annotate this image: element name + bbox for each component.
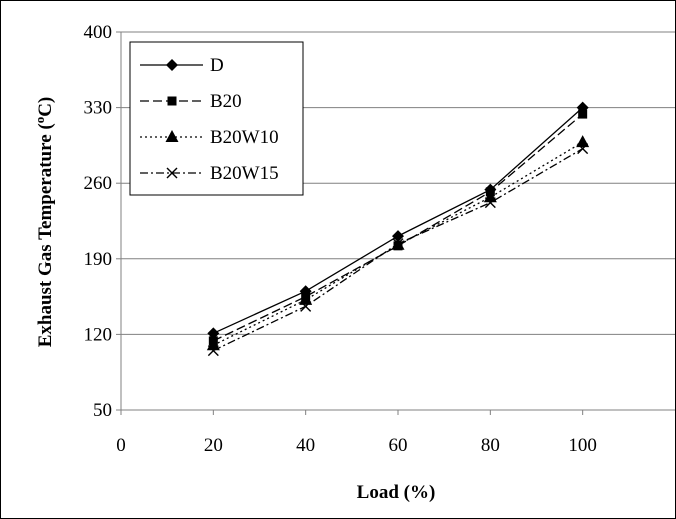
y-tick-label: 120 <box>84 324 113 345</box>
y-axis-title-tail: C) <box>35 97 56 117</box>
x-tick-label: 60 <box>389 435 408 456</box>
data-point-b20 <box>578 109 588 119</box>
legend-item-b20: B20 <box>140 91 242 112</box>
legend-box <box>129 41 304 196</box>
y-axis-title: Exhaust Gas Temperature (oC) <box>32 97 56 348</box>
x-tick-label: 100 <box>568 435 597 456</box>
series-line-b20 <box>213 113 584 342</box>
x-axis-title: Load (%) <box>357 482 436 503</box>
y-axis-title-main: Exhaust Gas Temperature ( <box>35 123 56 347</box>
data-point-b20w10 <box>299 292 313 305</box>
legend-marker-d <box>166 59 178 71</box>
axis-ticks: 50 120 190 260 330 400 0 20 40 60 80 100 <box>84 22 597 456</box>
y-axis-title-superscript: o <box>32 117 47 124</box>
data-point-b20w15 <box>392 238 404 250</box>
series-b20w15 <box>207 143 589 357</box>
legend-item-d: D <box>140 55 224 76</box>
data-point-b20w15 <box>484 197 496 209</box>
data-series <box>206 101 590 357</box>
data-point-d <box>392 230 404 243</box>
data-point-d <box>207 327 220 340</box>
x-tick-label: 0 <box>116 435 126 456</box>
x-tick-label: 40 <box>296 435 315 456</box>
x-tick-label: 20 <box>204 435 223 456</box>
data-point-b20w15 <box>207 345 219 357</box>
y-tick-label: 190 <box>84 249 113 270</box>
data-point-b20w15 <box>300 300 312 312</box>
legend-label-b20w10: B20W10 <box>210 127 279 148</box>
legend-item-b20w15: B20W15 <box>140 163 279 184</box>
legend-marker-b20 <box>167 96 177 106</box>
y-tick-label: 50 <box>93 400 112 421</box>
legend-label-b20: B20 <box>210 91 242 112</box>
y-tick-label: 330 <box>84 98 113 119</box>
data-point-b20w15 <box>577 143 589 155</box>
data-point-b20w10 <box>576 135 590 148</box>
legend-items: D B20 B20W10 B20W15 <box>140 55 279 184</box>
legend: D B20 B20W10 B20W15 <box>129 41 304 196</box>
legend-item-b20w10: B20W10 <box>140 127 279 148</box>
y-tick-label: 260 <box>84 173 113 194</box>
y-tick-label: 400 <box>84 22 113 43</box>
legend-label-d: D <box>210 55 224 76</box>
legend-label-b20w15: B20W15 <box>210 163 279 184</box>
legend-marker-b20w10 <box>165 130 179 142</box>
legend-marker-b20w15 <box>166 167 178 179</box>
x-tick-label: 80 <box>481 435 500 456</box>
